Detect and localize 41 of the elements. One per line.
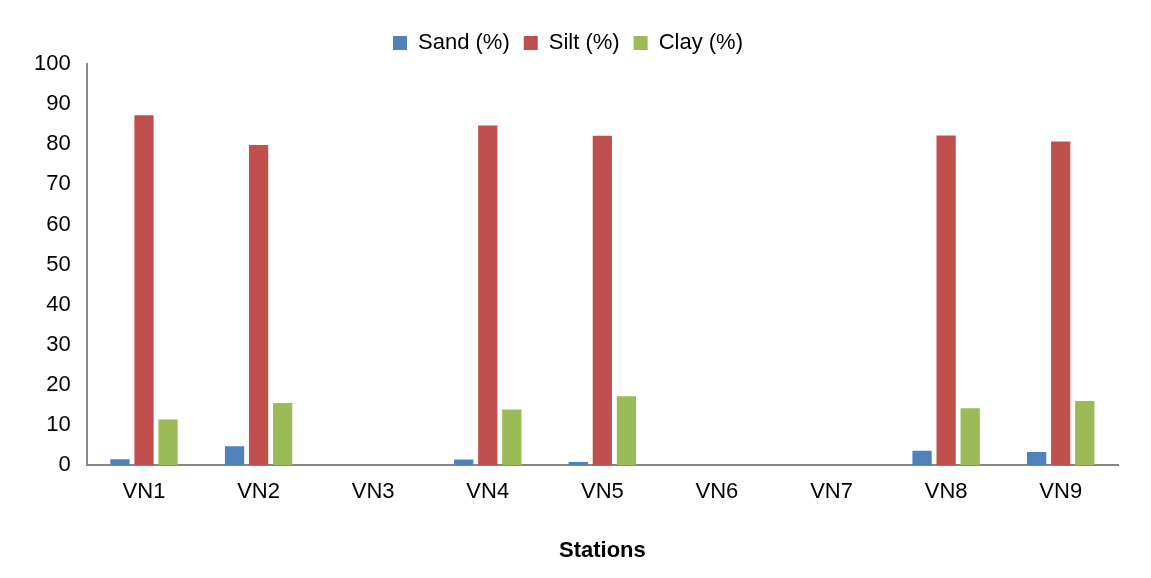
bar bbox=[1051, 141, 1071, 466]
y-tick-label: 40 bbox=[46, 290, 71, 316]
bar bbox=[502, 409, 522, 466]
bar bbox=[616, 396, 637, 466]
y-tick-label: 60 bbox=[46, 210, 71, 236]
bar bbox=[912, 450, 932, 466]
x-tick-label: VN6 bbox=[695, 478, 739, 504]
bar bbox=[478, 125, 498, 466]
y-tick-label: 50 bbox=[46, 250, 71, 276]
x-tick-label: VN9 bbox=[1039, 478, 1083, 504]
x-tick-label: VN7 bbox=[810, 478, 853, 504]
bar bbox=[248, 145, 269, 466]
bar bbox=[273, 403, 293, 466]
bar bbox=[936, 135, 956, 466]
y-tick-label: 0 bbox=[58, 451, 71, 477]
y-tick-label: 100 bbox=[33, 50, 71, 76]
y-tick-label: 30 bbox=[46, 330, 71, 356]
bar bbox=[134, 115, 154, 466]
x-tick-label: VN2 bbox=[237, 478, 280, 504]
y-tick-label: 70 bbox=[46, 170, 71, 196]
legend-label: Sand (%) bbox=[418, 29, 510, 55]
y-tick-label: 80 bbox=[46, 130, 71, 156]
y-tick-label: 20 bbox=[46, 371, 71, 397]
x-axis-title: Stations bbox=[558, 536, 646, 562]
bar bbox=[224, 446, 245, 466]
bar bbox=[158, 419, 178, 466]
bar bbox=[568, 461, 588, 466]
y-tick-label: 10 bbox=[46, 411, 71, 437]
y-tick-label: 90 bbox=[46, 90, 71, 116]
bar bbox=[1027, 451, 1047, 466]
bar bbox=[1075, 401, 1095, 466]
legend-label: Silt (%) bbox=[548, 29, 620, 55]
x-tick-label: VN3 bbox=[351, 478, 395, 504]
x-tick-label: VN1 bbox=[122, 478, 166, 504]
legend-label: Clay (%) bbox=[658, 29, 743, 55]
x-tick-label: VN5 bbox=[580, 478, 624, 504]
bar bbox=[110, 459, 130, 466]
x-tick-label: VN8 bbox=[924, 478, 968, 504]
bar bbox=[592, 135, 612, 466]
x-tick-label: VN4 bbox=[466, 478, 510, 504]
bar bbox=[960, 408, 980, 466]
